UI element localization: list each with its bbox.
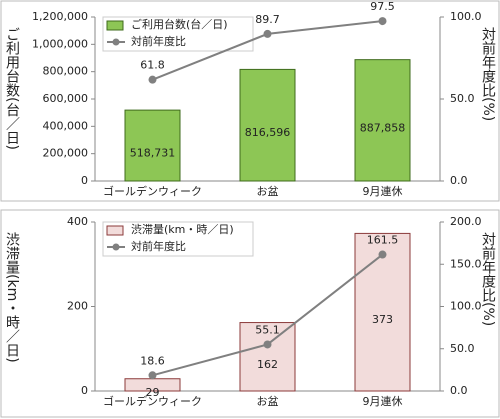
point-label: 161.5 [367,234,399,247]
bar [239,322,296,392]
chart-frame [0,209,500,418]
y-tick-label: 400,000 [43,119,89,132]
point [148,371,157,380]
y-tick-label: 0 [81,384,88,397]
bar [354,232,411,392]
point-label: 55.1 [255,323,280,336]
y-tick-label: 600,000 [43,92,89,105]
y2-tick-label: 100.0 [450,10,482,23]
legend-marker [112,38,120,46]
legend [102,221,254,257]
y2-tick-label: 200.0 [450,215,482,228]
bar-label: 373 [372,313,393,326]
point-label: 18.6 [140,354,165,367]
y-axis-title: ご利用台数(台／日) [4,27,20,150]
legend-swatch [106,225,124,236]
point [263,340,272,349]
x-tick-label: お盆 [257,394,279,408]
y2-axis-title: 対前年度比(%) [480,232,496,326]
x-tick-label: 9月連休 [363,184,403,198]
bar-label: 29 [146,386,160,399]
legend-label: 対前年度比 [131,34,186,48]
y2-tick-label: 100.0 [450,300,482,313]
bar [124,109,181,182]
y-tick-label: 400 [67,215,88,228]
legend-marker [112,243,120,251]
y-tick-label: 200,000 [43,147,89,160]
bar [239,68,296,182]
y-tick-label: 200 [67,300,88,313]
x-tick-label: ゴールデンウィーク [103,184,202,198]
point-label: 89.7 [255,13,280,26]
y-tick-label: 0 [81,174,88,187]
legend-label: ご利用台数(台／日) [131,17,228,31]
point [148,75,157,84]
point [378,250,387,259]
legend-swatch [106,20,124,31]
x-tick-label: お盆 [257,184,279,198]
y2-tick-label: 50.0 [450,342,475,355]
point-label: 61.8 [140,59,165,72]
legend [102,16,254,52]
point-label: 97.5 [370,0,395,13]
y-tick-label: 1,200,000 [32,10,88,23]
point [263,29,272,38]
y2-tick-label: 150.0 [450,257,482,270]
bar-label: 162 [257,358,278,371]
chart-frame [0,0,500,202]
y-tick-label: 800,000 [43,65,89,78]
bar-label: 816,596 [245,126,291,139]
x-tick-label: 9月連休 [363,394,403,408]
y2-tick-label: 50.0 [450,92,475,105]
x-tick-label: ゴールデンウィーク [103,394,202,408]
point [378,17,387,26]
y-axis-title: 渋滞量(km・時／日) [4,232,20,363]
bar-label: 518,731 [130,147,176,160]
legend-label: 渋滞量(km・時／日) [131,223,234,236]
y2-tick-label: 0.0 [450,174,468,187]
y-tick-label: 1,000,000 [32,37,88,50]
bar-label: 887,858 [360,121,406,134]
y2-tick-label: 0.0 [450,384,468,397]
bar [354,59,411,182]
y2-axis-title: 対前年度比(%) [480,27,496,121]
legend-label: 対前年度比 [131,239,186,253]
